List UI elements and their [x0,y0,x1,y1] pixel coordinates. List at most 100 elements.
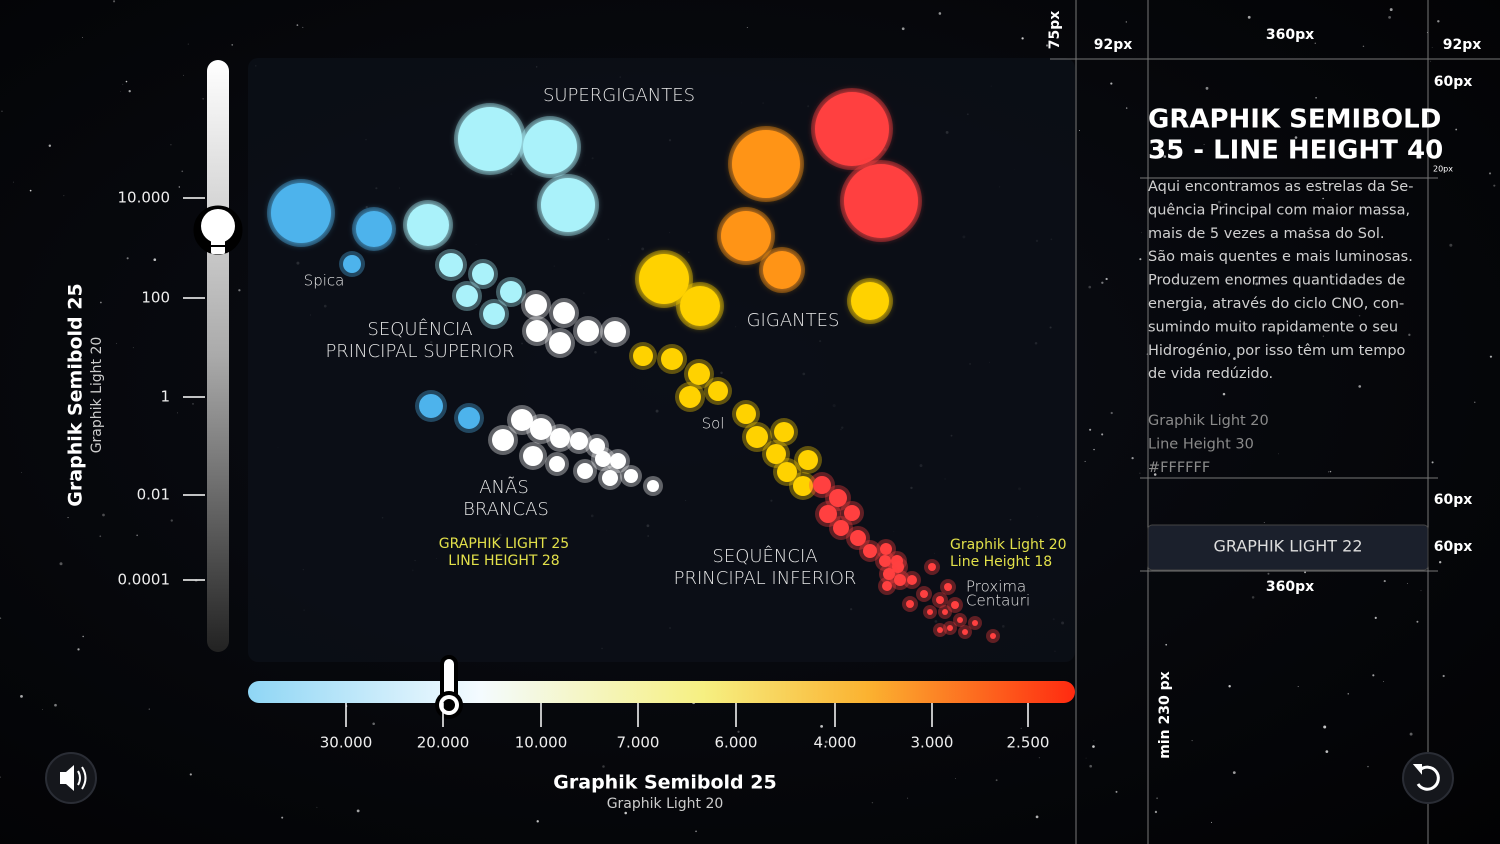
body-line: energia, através do ciclo CNO, con- [1148,296,1404,312]
group-label: ANÃS [479,477,529,498]
bg-star [1358,315,1361,317]
bg-star [48,144,52,147]
star-marker [602,470,618,486]
spec-line: Line Height 30 [1148,436,1254,452]
bg-star [77,648,80,651]
bg-star [125,80,128,83]
bg-star [372,722,375,726]
star-label: Sol [702,415,725,433]
x-tick-label: 2.500 [1007,734,1050,752]
bg-star [1455,128,1458,131]
luminosity-slider[interactable] [207,60,229,652]
bg-star [1222,392,1226,396]
bulb-handle[interactable] [193,205,243,255]
bg-star [1323,725,1327,729]
bg-star [1092,745,1095,748]
star-marker [777,462,797,482]
bg-star [1367,765,1369,768]
measure: 60px [1434,74,1473,90]
bg-star [0,776,1,778]
bg-star [1383,580,1386,583]
star-marker [990,633,996,639]
bg-star [1233,357,1236,360]
bg-star [820,724,824,728]
star-marker [570,432,588,450]
body-line: Hidrogénio, por isso têm um tempo [1148,343,1406,359]
bg-star [202,98,204,100]
spec-note: GRAPHIK LIGHT 25 [439,536,569,552]
bg-star [1101,281,1104,284]
star-marker [863,544,877,558]
measure: 20px [1433,165,1453,174]
group-label: PRINCIPAL INFERIOR [674,568,857,589]
bg-star [1372,674,1375,677]
star-marker [553,302,575,324]
reset-button[interactable] [1402,752,1454,804]
bg-star [1232,771,1236,775]
bg-star [1205,86,1209,90]
star-marker [920,590,928,598]
bg-star [1079,130,1081,131]
star-marker [746,426,768,448]
y-axis-title: Graphik Semibold 25 [65,283,87,506]
bg-star [1093,740,1095,742]
spec-line: Graphik Light 20 [1148,413,1269,429]
sound-button[interactable] [45,752,97,804]
button-label[interactable]: GRAPHIK LIGHT 22 [1213,537,1362,556]
group-label: SEQUÊNCIA [712,545,817,567]
bg-star [938,12,942,15]
bg-star [302,26,304,28]
panel-title: 35 - LINE HEIGHT 40 [1148,136,1443,166]
bg-star [82,37,83,38]
bg-star [113,0,116,3]
bg-star [1035,815,1039,819]
bg-star [1406,583,1408,584]
bg-star [1110,82,1113,85]
bg-star [1277,453,1279,455]
bg-star [1304,571,1306,574]
star-marker [407,204,449,246]
star-label: Spica [304,272,345,290]
star-marker [972,620,978,626]
star-marker [879,555,891,567]
bg-star [1141,232,1143,233]
bg-star [153,258,157,262]
bg-star [102,513,105,517]
bg-star [1437,20,1440,23]
star-marker [526,320,548,342]
star-marker [813,476,831,494]
temperature-slider[interactable] [248,681,1075,703]
measure: 92px [1443,37,1482,53]
star-marker [880,543,892,555]
bg-star [1431,461,1434,464]
bg-star [1374,616,1377,619]
star-marker [736,404,756,424]
body-line: Produzem enormes quantidades de [1148,273,1405,289]
bg-star [1489,355,1493,358]
star-marker [892,561,904,573]
bg-star [29,189,32,192]
star-marker [541,178,595,232]
bg-star [0,617,2,619]
spec-note: Line Height 18 [950,554,1052,570]
bg-star [63,195,65,197]
bg-star [1449,243,1453,247]
measure: 75px [1047,11,1063,50]
star-marker [721,211,771,261]
star-marker [815,92,889,166]
thermometer-handle[interactable] [435,655,463,719]
bg-star [1442,674,1445,678]
star-marker [763,251,801,289]
bg-star [182,74,184,76]
bg-star [1217,200,1221,204]
bg-star [296,24,299,26]
star-marker [951,601,959,609]
bg-star [356,809,360,813]
bg-star [1084,460,1086,462]
panel-button[interactable] [1147,524,1429,571]
x-tick-label: 3.000 [911,734,954,752]
bg-star [1325,750,1329,754]
star-marker [937,627,943,633]
y-axis-subtitle: Graphik Light 20 [89,337,105,454]
